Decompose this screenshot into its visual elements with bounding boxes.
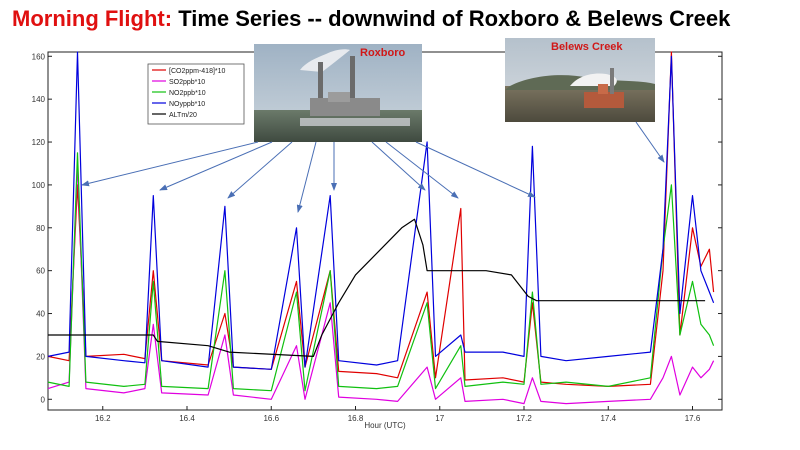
y-tick-label: 80 — [36, 224, 45, 233]
series-line-so2ppb-10 — [47, 162, 715, 405]
y-tick-label: 120 — [32, 138, 46, 147]
series-line-no2ppb-10 — [47, 152, 715, 392]
series-line-noyppb-10 — [47, 51, 715, 370]
series-line-altm-20 — [48, 218, 706, 357]
y-tick-label: 0 — [41, 395, 46, 404]
legend-label: NO2ppb*10 — [169, 90, 206, 97]
x-axis-label: Hour (UTC) — [364, 421, 406, 430]
x-tick-label: 16.4 — [179, 414, 195, 423]
page-title: Morning Flight: Time Series -- downwind … — [12, 6, 730, 32]
series-lines — [47, 51, 715, 405]
title-highlight: Morning Flight: — [12, 6, 173, 31]
x-tick-label: 17.4 — [600, 414, 616, 423]
roxboro-photo: Roxboro — [254, 44, 422, 142]
y-tick-label: 160 — [32, 52, 46, 61]
axis-ticks: 16.2 16.4 16.6 16.8 17 17.2 17.4 17.6 0 20 40 60 80 1… — [32, 52, 722, 423]
legend-label: ALTm/20 — [169, 112, 197, 119]
legend-label: SO2ppb*10 — [169, 79, 205, 86]
belews-creek-arrow — [635, 121, 665, 163]
y-tick-label: 140 — [32, 95, 46, 104]
x-tick-label: 17.6 — [685, 414, 701, 423]
y-tick-label: 60 — [36, 267, 45, 276]
legend: [CO2ppm-418]*10 SO2ppb*10 NO2ppb*10 NOyppb*… — [147, 63, 245, 125]
legend-label: [CO2ppm-418]*10 — [169, 68, 226, 75]
x-tick-label: 16.8 — [348, 414, 364, 423]
y-tick-label: 20 — [36, 352, 45, 361]
x-tick-label: 17.2 — [516, 414, 532, 423]
belews-creek-label: Belews Creek — [551, 41, 623, 53]
title-rest: Time Series -- downwind of Roxboro & Bel… — [178, 6, 731, 31]
x-tick-label: 16.6 — [263, 414, 279, 423]
y-tick-label: 40 — [36, 310, 45, 319]
y-tick-label: 100 — [32, 181, 46, 190]
roxboro-arrows — [81, 141, 536, 213]
x-tick-label: 16.2 — [95, 414, 111, 423]
belews-creek-photo: Belews Creek — [505, 38, 655, 122]
x-tick-label: 17 — [435, 414, 444, 423]
roxboro-label: Roxboro — [360, 47, 406, 59]
legend-label: NOyppb*10 — [169, 101, 205, 108]
